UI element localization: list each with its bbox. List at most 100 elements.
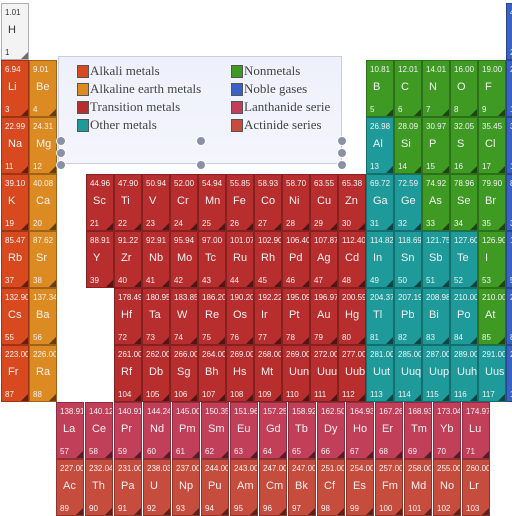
- element-cell-rn[interactable]: 222.00Rn86: [506, 288, 512, 345]
- element-cell-tl[interactable]: 204.37 Tl 81: [366, 288, 394, 345]
- resize-handle-top-middle[interactable]: [196, 136, 206, 146]
- category-legend[interactable]: Alkali metals Alkaline earth metals Tran…: [58, 56, 342, 164]
- element-cell-gd[interactable]: 157.25 Gd 64: [259, 402, 287, 459]
- element-cell-sr[interactable]: 87.62 Sr 38: [29, 231, 57, 288]
- element-cell-ag[interactable]: 107.87 Ag 47: [310, 231, 338, 288]
- element-cell-sb[interactable]: 121.75 Sb 51: [422, 231, 450, 288]
- element-cell-be[interactable]: 9.01 Be 4: [29, 60, 57, 117]
- element-cell-ce[interactable]: 140.12 Ce 58: [85, 402, 113, 459]
- element-cell-te[interactable]: 127.60 Te 52: [450, 231, 478, 288]
- element-cell-cu[interactable]: 63.55 Cu 29: [310, 174, 338, 231]
- element-cell-hg[interactable]: 200.59 Hg 80: [338, 288, 366, 345]
- element-cell-at[interactable]: 210.00 At 85: [478, 288, 506, 345]
- element-cell-p[interactable]: 30.97 P 15: [422, 117, 450, 174]
- element-cell-er[interactable]: 167.26 Er 68: [375, 402, 403, 459]
- element-cell-mn[interactable]: 54.94 Mn 25: [198, 174, 226, 231]
- element-cell-dy[interactable]: 162.50 Dy 66: [317, 402, 345, 459]
- element-cell-rf[interactable]: 261.00 Rf 104: [114, 345, 142, 402]
- element-cell-ga[interactable]: 69.72 Ga 31: [366, 174, 394, 231]
- element-cell-es[interactable]: 254.00 Es 99: [346, 459, 374, 516]
- element-cell-pt[interactable]: 195.09 Pt 78: [282, 288, 310, 345]
- element-cell-kr[interactable]: 83.80Kr36: [506, 174, 512, 231]
- element-cell-nb[interactable]: 92.91 Nb 41: [142, 231, 170, 288]
- element-cell-n[interactable]: 14.01 N 7: [422, 60, 450, 117]
- element-cell-th[interactable]: 232.04 Th 90: [85, 459, 113, 516]
- element-cell-fm[interactable]: 257.00 Fm 100: [375, 459, 403, 516]
- element-cell-xe[interactable]: 131.30Xe54: [506, 231, 512, 288]
- element-cell-ta[interactable]: 180.95 Ta 73: [142, 288, 170, 345]
- element-cell-si[interactable]: 28.09 Si 14: [394, 117, 422, 174]
- element-cell-hf[interactable]: 178.49 Hf 72: [114, 288, 142, 345]
- element-cell-rb[interactable]: 85.47 Rb 37: [1, 231, 29, 288]
- resize-handle-right-lower[interactable]: [337, 148, 347, 158]
- element-cell-ge[interactable]: 72.59 Ge 32: [394, 174, 422, 231]
- element-cell-br[interactable]: 79.90 Br 35: [478, 174, 506, 231]
- element-cell-pu[interactable]: 244.00 Pu 94: [201, 459, 229, 516]
- element-cell-uus[interactable]: 291.00 Uus 117: [478, 345, 506, 402]
- element-cell-se[interactable]: 78.96 Se 34: [450, 174, 478, 231]
- element-cell-ni[interactable]: 58.70 Ni 28: [282, 174, 310, 231]
- element-cell-re[interactable]: 186.20 Re 75: [198, 288, 226, 345]
- element-cell-bk[interactable]: 247.00 Bk 97: [288, 459, 316, 516]
- element-cell-po[interactable]: 210.00 Po 84: [450, 288, 478, 345]
- element-cell-uuo[interactable]: 293.00Uuo118: [506, 345, 512, 402]
- element-cell-pd[interactable]: 106.40 Pd 46: [282, 231, 310, 288]
- element-cell-sc[interactable]: 44.96 Sc 21: [86, 174, 114, 231]
- element-cell-k[interactable]: 39.10 K 19: [1, 174, 29, 231]
- element-cell-uuh[interactable]: 289.00 Uuh 116: [450, 345, 478, 402]
- element-cell-yb[interactable]: 173.04 Yb 70: [433, 402, 461, 459]
- resize-handle-bottom-middle[interactable]: [196, 160, 206, 170]
- element-cell-ho[interactable]: 164.93 Ho 67: [346, 402, 374, 459]
- element-cell-bi[interactable]: 208.98 Bi 83: [422, 288, 450, 345]
- resize-handle-bottom-left[interactable]: [56, 160, 66, 170]
- element-cell-w[interactable]: 183.85 W 74: [170, 288, 198, 345]
- element-cell-co[interactable]: 58.93 Co 27: [254, 174, 282, 231]
- element-cell-i[interactable]: 126.90 I 53: [478, 231, 506, 288]
- resize-handle-right[interactable]: [337, 136, 347, 146]
- element-cell-uuq[interactable]: 285.00 Uuq 114: [394, 345, 422, 402]
- element-cell-ne[interactable]: 20.18Ne10: [506, 60, 512, 117]
- resize-handle-bottom-right[interactable]: [337, 160, 347, 170]
- element-cell-np[interactable]: 237.00 Np 93: [172, 459, 200, 516]
- element-cell-uub[interactable]: 277.00 Uub 112: [338, 345, 366, 402]
- element-cell-zr[interactable]: 91.22 Zr 40: [114, 231, 142, 288]
- element-cell-sm[interactable]: 150.35 Sm 62: [201, 402, 229, 459]
- element-cell-uun[interactable]: 269.00 Uun 110: [282, 345, 310, 402]
- element-cell-li[interactable]: 6.94 Li 3: [1, 60, 29, 117]
- element-cell-la[interactable]: 138.91 La 57: [56, 402, 84, 459]
- element-cell-pb[interactable]: 207.19 Pb 82: [394, 288, 422, 345]
- element-cell-uuu[interactable]: 272.00 Uuu 111: [310, 345, 338, 402]
- element-cell-bh[interactable]: 264.00 Bh 107: [198, 345, 226, 402]
- element-cell-uup[interactable]: 287.00 Uup 115: [422, 345, 450, 402]
- element-cell-ca[interactable]: 40.08 Ca 20: [29, 174, 57, 231]
- element-cell-b[interactable]: 10.81 B 5: [366, 60, 394, 117]
- element-cell-zn[interactable]: 65.38 Zn 30: [338, 174, 366, 231]
- element-cell-cs[interactable]: 132.90 Cs 55: [1, 288, 29, 345]
- element-cell-tm[interactable]: 168.93 Tm 69: [404, 402, 432, 459]
- element-cell-pa[interactable]: 231.00 Pa 91: [114, 459, 142, 516]
- element-cell-ru[interactable]: 101.07 Ru 44: [226, 231, 254, 288]
- element-cell-pr[interactable]: 140.91 Pr 59: [114, 402, 142, 459]
- element-cell-s[interactable]: 32.05 S 16: [450, 117, 478, 174]
- element-cell-au[interactable]: 196.97 Au 79: [310, 288, 338, 345]
- element-cell-sn[interactable]: 118.69 Sn 50: [394, 231, 422, 288]
- element-cell-as[interactable]: 74.92 As 33: [422, 174, 450, 231]
- element-cell-in[interactable]: 114.82 In 49: [366, 231, 394, 288]
- element-cell-al[interactable]: 26.98 Al 13: [366, 117, 394, 174]
- element-cell-cd[interactable]: 112.40 Cd 48: [338, 231, 366, 288]
- resize-handle-left-upper[interactable]: [56, 148, 66, 158]
- element-cell-lu[interactable]: 174.97 Lu 71: [462, 402, 490, 459]
- element-cell-ba[interactable]: 137.34 Ba 56: [29, 288, 57, 345]
- element-cell-tc[interactable]: 97.00 Tc 43: [198, 231, 226, 288]
- element-cell-ir[interactable]: 192.22 Ir 77: [254, 288, 282, 345]
- element-cell-pm[interactable]: 145.00 Pm 61: [172, 402, 200, 459]
- element-cell-y[interactable]: 88.91 Y 39: [86, 231, 114, 288]
- element-cell-no[interactable]: 255.00 No 102: [433, 459, 461, 516]
- element-cell-fr[interactable]: 223.00 Fr 87: [1, 345, 29, 402]
- element-cell-mt[interactable]: 268.00 Mt 109: [254, 345, 282, 402]
- element-cell-o[interactable]: 16.00 O 8: [450, 60, 478, 117]
- element-cell-he[interactable]: 4.00He2: [506, 3, 512, 60]
- element-cell-c[interactable]: 12.01 C 6: [394, 60, 422, 117]
- resize-handle-left[interactable]: [56, 136, 66, 146]
- element-cell-na[interactable]: 22.99 Na 11: [1, 117, 29, 174]
